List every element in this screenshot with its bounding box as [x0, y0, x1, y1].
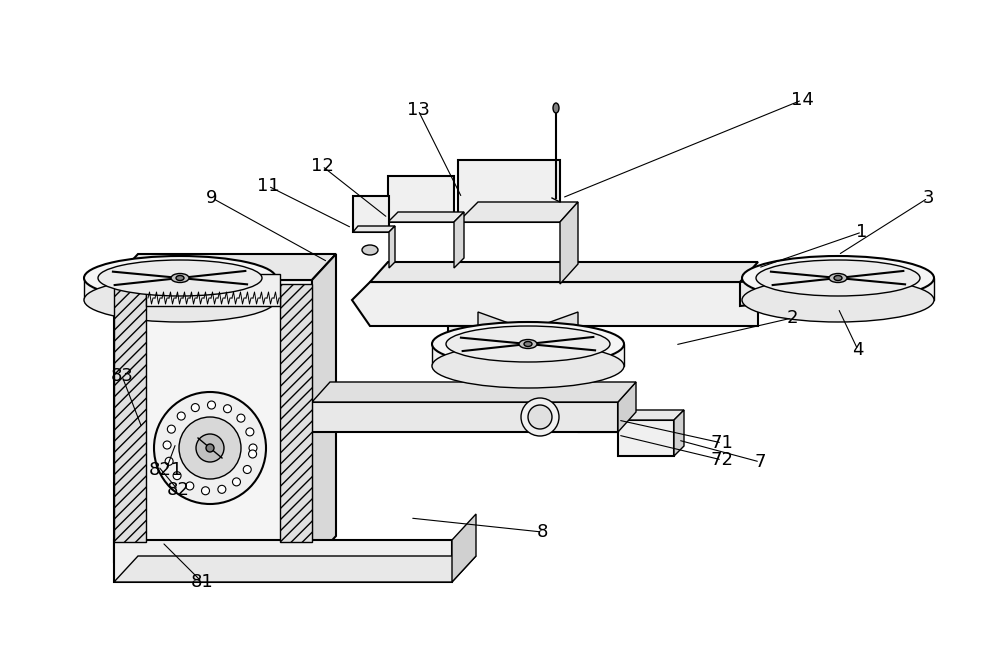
Polygon shape	[312, 254, 336, 562]
Text: 71: 71	[711, 434, 733, 452]
Text: 14: 14	[791, 91, 813, 109]
Polygon shape	[458, 202, 578, 222]
Ellipse shape	[246, 428, 254, 436]
Ellipse shape	[186, 482, 194, 490]
Ellipse shape	[202, 487, 210, 495]
Polygon shape	[478, 312, 578, 344]
Bar	[114, 280, 312, 562]
Ellipse shape	[84, 256, 276, 300]
Polygon shape	[312, 402, 618, 432]
Ellipse shape	[528, 405, 552, 429]
Polygon shape	[618, 410, 684, 420]
Ellipse shape	[237, 414, 245, 422]
Bar	[114, 540, 452, 582]
Ellipse shape	[519, 339, 537, 349]
Text: 8: 8	[536, 523, 548, 541]
Ellipse shape	[446, 326, 610, 362]
Polygon shape	[432, 344, 624, 366]
Bar	[458, 160, 560, 222]
Ellipse shape	[742, 278, 934, 322]
Ellipse shape	[208, 401, 216, 409]
Ellipse shape	[179, 417, 241, 479]
Polygon shape	[84, 278, 276, 300]
Ellipse shape	[163, 441, 171, 449]
Bar	[618, 420, 674, 456]
Ellipse shape	[742, 256, 934, 300]
Ellipse shape	[167, 425, 175, 433]
Text: 13: 13	[407, 101, 429, 119]
Polygon shape	[674, 410, 684, 456]
Text: 11: 11	[257, 177, 279, 195]
Ellipse shape	[196, 434, 224, 462]
Bar	[353, 196, 389, 232]
Text: 9: 9	[206, 189, 218, 207]
Ellipse shape	[521, 398, 559, 436]
Ellipse shape	[171, 273, 189, 283]
Text: 821: 821	[149, 461, 183, 479]
Ellipse shape	[191, 403, 199, 412]
Polygon shape	[312, 382, 636, 402]
Bar	[114, 284, 146, 542]
Ellipse shape	[173, 472, 181, 480]
Polygon shape	[352, 282, 758, 326]
Ellipse shape	[249, 444, 257, 452]
Polygon shape	[560, 202, 578, 284]
Polygon shape	[370, 262, 758, 282]
Ellipse shape	[829, 273, 847, 283]
Ellipse shape	[98, 260, 262, 296]
Ellipse shape	[243, 465, 251, 474]
Polygon shape	[454, 212, 464, 268]
Polygon shape	[448, 326, 618, 432]
Ellipse shape	[834, 275, 842, 281]
Ellipse shape	[154, 392, 266, 504]
Polygon shape	[740, 272, 838, 306]
Bar	[146, 274, 280, 306]
Text: 82: 82	[167, 481, 189, 499]
Text: 1: 1	[856, 223, 868, 241]
Ellipse shape	[177, 412, 185, 420]
Ellipse shape	[249, 450, 257, 458]
Text: 7: 7	[754, 453, 766, 471]
Text: 3: 3	[922, 189, 934, 207]
Text: 4: 4	[852, 341, 864, 359]
Ellipse shape	[165, 457, 173, 465]
Text: 83: 83	[111, 367, 133, 385]
Ellipse shape	[84, 278, 276, 322]
Ellipse shape	[553, 103, 559, 113]
Ellipse shape	[432, 322, 624, 366]
Ellipse shape	[223, 405, 231, 413]
Polygon shape	[353, 226, 395, 232]
Ellipse shape	[362, 245, 378, 255]
Ellipse shape	[432, 344, 624, 388]
Polygon shape	[388, 212, 464, 222]
Polygon shape	[114, 556, 476, 582]
Ellipse shape	[756, 260, 920, 296]
Ellipse shape	[524, 341, 532, 347]
Polygon shape	[618, 382, 636, 432]
Text: 2: 2	[786, 309, 798, 327]
Polygon shape	[452, 514, 476, 582]
Polygon shape	[180, 272, 276, 306]
Polygon shape	[114, 254, 336, 280]
Bar	[388, 176, 454, 222]
Text: 72: 72	[710, 451, 734, 469]
Text: 81: 81	[191, 573, 213, 591]
Ellipse shape	[232, 478, 240, 486]
Text: 12: 12	[311, 157, 333, 175]
Polygon shape	[389, 226, 395, 268]
Polygon shape	[742, 278, 934, 300]
Ellipse shape	[218, 485, 226, 494]
Ellipse shape	[206, 444, 214, 452]
Bar	[280, 284, 312, 542]
Ellipse shape	[176, 275, 184, 281]
